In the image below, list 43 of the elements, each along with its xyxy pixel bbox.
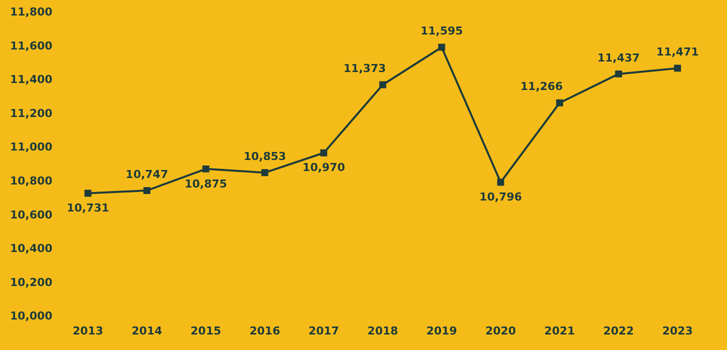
x-tick-label: 2017 [308, 324, 340, 338]
point [556, 99, 564, 106]
y-tick-label: 10,800 [10, 174, 53, 188]
y-tick-label: 11,800 [10, 5, 53, 18]
x-tick-label: 2023 [662, 324, 693, 338]
y-tick-label: 10,600 [10, 208, 53, 222]
x-tick-label: 2016 [249, 324, 280, 338]
point [261, 169, 268, 176]
y-tick-label: 10,200 [10, 276, 53, 289]
point [379, 81, 386, 88]
point [202, 165, 210, 172]
point [84, 190, 92, 197]
y-tick-label: 11,400 [10, 73, 53, 86]
y-tick-label: 11,200 [10, 106, 53, 120]
y-tick-label: 11,600 [10, 39, 53, 52]
point [615, 70, 622, 78]
x-tick-label: 2019 [426, 324, 457, 338]
data-label: 10,747 [126, 168, 168, 181]
x-tick-label: 2021 [544, 324, 575, 338]
x-tick-label: 2022 [603, 324, 634, 338]
point [497, 178, 504, 186]
point [143, 187, 150, 194]
y-tick-label: 10,400 [10, 242, 53, 256]
data-label: 11,595 [420, 24, 463, 38]
data-label: 10,796 [479, 190, 522, 204]
data-label: 10,875 [184, 177, 228, 190]
point [438, 44, 446, 51]
x-tick-label: 2020 [485, 324, 516, 338]
point [674, 64, 681, 72]
data-label: 10,731 [66, 202, 110, 215]
data-label: 11,471 [656, 46, 699, 59]
data-label: 11,266 [520, 80, 564, 94]
point [320, 149, 328, 156]
data-label: 11,373 [343, 62, 386, 76]
data-label: 11,437 [597, 51, 640, 64]
y-tick-label: 10,000 [10, 310, 53, 323]
x-tick-label: 2013 [72, 324, 104, 338]
x-tick-label: 2015 [190, 324, 222, 338]
data-label: 10,853 [244, 150, 286, 163]
y-tick-label: 11,000 [10, 140, 53, 154]
x-tick-label: 2018 [367, 324, 398, 338]
x-tick-label: 2014 [132, 324, 163, 338]
data-label: 10,970 [302, 161, 346, 174]
